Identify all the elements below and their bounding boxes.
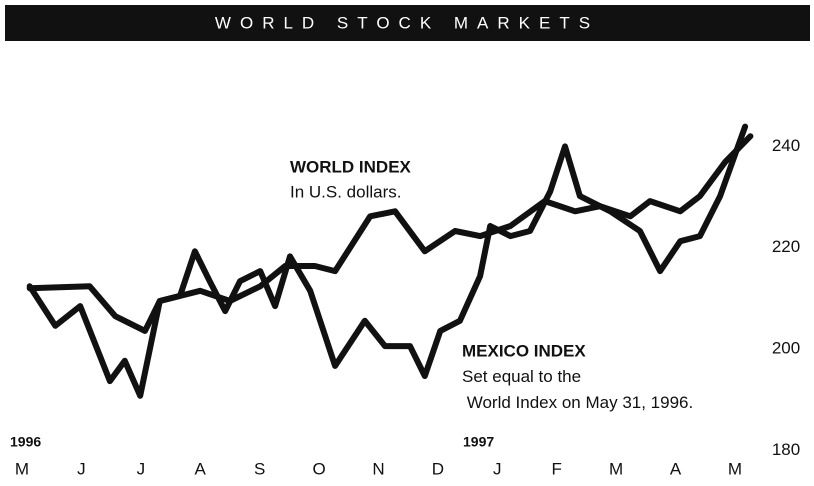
y-tick-label: 220 <box>772 237 800 256</box>
annotation-line: World Index on May 31, 1996. <box>462 393 693 412</box>
x-tick-label: O <box>312 459 325 478</box>
series-label: WORLD INDEX <box>290 157 412 176</box>
chart-title: WORLD STOCK MARKETS <box>215 13 599 32</box>
x-tick-label: M <box>15 459 29 478</box>
annotation: 1996 <box>10 434 41 450</box>
x-tick-label: M <box>609 459 623 478</box>
x-tick-label: J <box>493 459 502 478</box>
y-tick-label: 180 <box>772 440 800 459</box>
series-line <box>26 123 749 399</box>
x-tick-label: A <box>670 459 682 478</box>
x-tick-label: A <box>195 459 207 478</box>
annotation-line: Set equal to the <box>462 367 581 386</box>
annotation: Set equal to the World Index on May 31, … <box>462 367 693 412</box>
x-tick-label: D <box>432 459 444 478</box>
y-tick-label: 240 <box>772 136 800 155</box>
x-tick-label: J <box>137 459 146 478</box>
x-tick-label: F <box>552 459 562 478</box>
annotation: 1997 <box>463 434 494 450</box>
x-tick-label: M <box>728 459 742 478</box>
x-tick-label: J <box>77 459 86 478</box>
annotation: In U.S. dollars. <box>290 182 402 201</box>
x-tick-label: N <box>372 459 384 478</box>
series-label: MEXICO INDEX <box>462 341 586 360</box>
title-bar <box>5 5 810 41</box>
y-tick-label: 200 <box>772 339 800 358</box>
x-tick-label: S <box>254 459 265 478</box>
